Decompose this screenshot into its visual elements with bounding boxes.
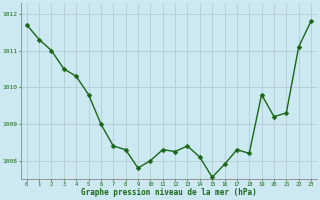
X-axis label: Graphe pression niveau de la mer (hPa): Graphe pression niveau de la mer (hPa) xyxy=(81,188,257,197)
